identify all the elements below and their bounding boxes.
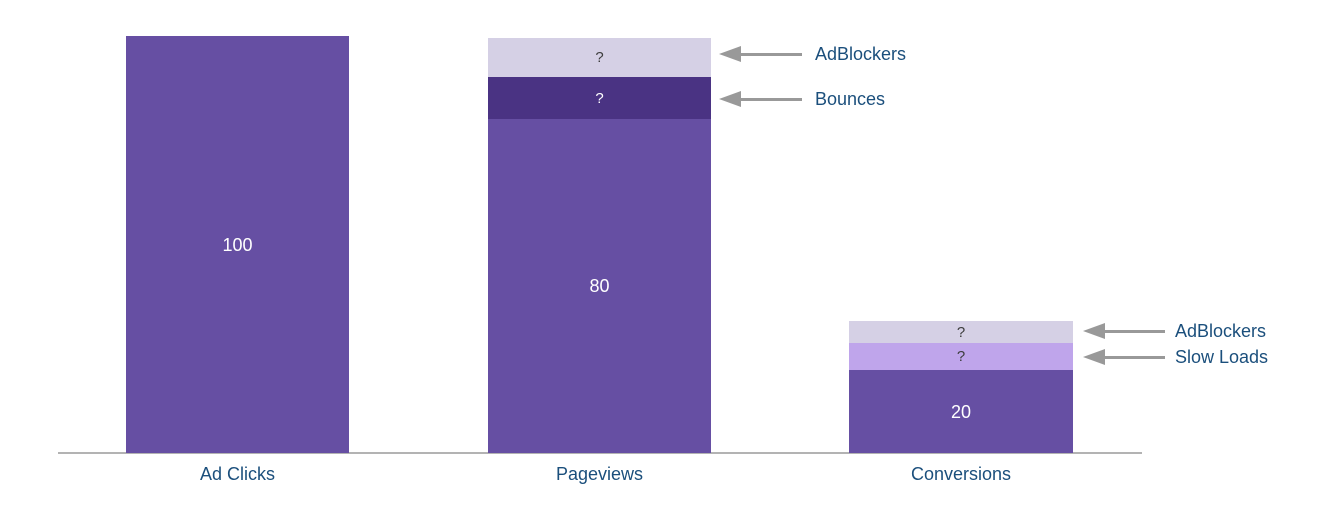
segment-value-label: ? bbox=[956, 323, 966, 341]
arrow-line bbox=[1105, 355, 1165, 359]
annotation-pageviews-adblockers: AdBlockers bbox=[719, 39, 906, 69]
segment-conversions-slow-loads: ? bbox=[849, 343, 1073, 370]
segment-value-label: ? bbox=[595, 89, 604, 107]
arrow-line bbox=[741, 52, 802, 56]
bar-ad-clicks: 100 bbox=[126, 36, 349, 453]
segment-pageviews-adblockers: ? bbox=[488, 38, 711, 77]
arrow-head-icon bbox=[1083, 323, 1105, 339]
annotation-conversions-slow-loads: Slow Loads bbox=[1083, 342, 1268, 372]
arrow-head-icon bbox=[719, 91, 741, 107]
annotation-pageviews-bounces: Bounces bbox=[719, 84, 885, 114]
left-arrow-icon bbox=[719, 91, 802, 107]
segment-value-label: ? bbox=[595, 49, 604, 66]
annotation-conversions-adblockers: AdBlockers bbox=[1083, 316, 1266, 346]
category-label-pageviews: Pageviews bbox=[555, 464, 644, 484]
segment-value-label: ? bbox=[956, 348, 966, 365]
category-label-conversions: Conversions bbox=[910, 464, 1012, 484]
arrow-head-icon bbox=[1083, 349, 1105, 365]
annotation-label: AdBlockers bbox=[815, 43, 907, 64]
segment-value-label: 20 bbox=[950, 401, 972, 422]
segment-value-label: 80 bbox=[589, 276, 610, 296]
segment-ad-clicks-main: 100 bbox=[126, 36, 349, 453]
bar-pageviews: ? ? 80 bbox=[488, 38, 711, 453]
segment-conversions-adblockers: ? bbox=[849, 321, 1073, 343]
arrow-head-icon bbox=[719, 46, 741, 62]
category-label-ad-clicks: Ad Clicks bbox=[199, 464, 275, 484]
x-axis-line bbox=[58, 452, 1142, 454]
annotation-label: Bounces bbox=[815, 88, 886, 109]
segment-pageviews-main: 80 bbox=[488, 119, 711, 453]
left-arrow-icon bbox=[1083, 323, 1165, 339]
annotation-label: Slow Loads bbox=[1175, 346, 1269, 367]
segment-conversions-main: 20 bbox=[849, 370, 1073, 453]
arrow-line bbox=[741, 97, 802, 101]
segment-pageviews-bounces: ? bbox=[488, 77, 711, 119]
bar-conversions: ? ? 20 bbox=[849, 321, 1073, 453]
left-arrow-icon bbox=[1083, 349, 1165, 365]
segment-value-label: 100 bbox=[222, 234, 253, 255]
arrow-line bbox=[1105, 329, 1165, 333]
annotation-label: AdBlockers bbox=[1175, 320, 1267, 341]
left-arrow-icon bbox=[719, 46, 802, 62]
